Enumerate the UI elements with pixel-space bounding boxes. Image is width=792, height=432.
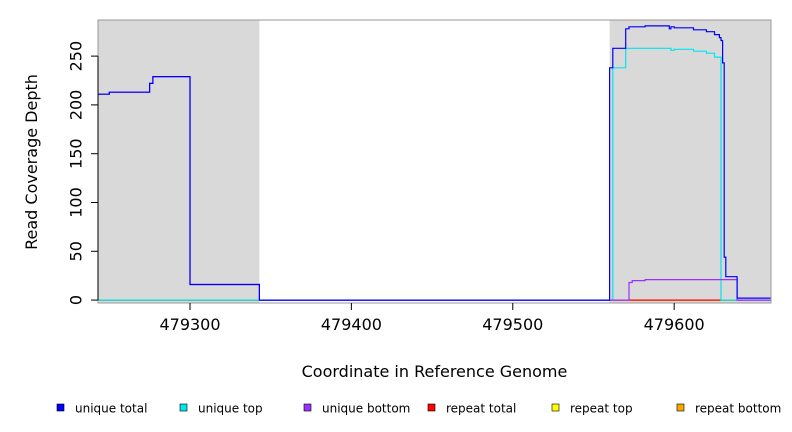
legend-label-unique-total: unique total [75,402,147,416]
y-tick-label: 100 [67,187,86,218]
legend-label-repeat-total: repeat total [446,402,516,416]
legend-swatch-repeat-bottom [676,403,685,412]
series-line-unique-total [98,25,771,301]
legend-swatch-repeat-total [427,403,436,412]
series-lines [98,25,771,301]
y-axis-title: Read Coverage Depth [22,74,41,250]
x-axis: 479300 479400 479500 479600 [159,303,705,334]
y-tick-label: 0 [67,295,86,305]
legend-label-repeat-top: repeat top [570,402,633,416]
y-tick-label: 200 [67,90,86,121]
shaded-region-2 [609,20,771,303]
x-tick-label: 479600 [644,315,705,334]
legend-swatch-unique-top [179,403,188,412]
y-tick-label: 150 [67,138,86,169]
x-tick-label: 479300 [159,315,220,334]
legend-label-unique-top: unique top [198,402,263,416]
x-axis-title: Coordinate in Reference Genome [302,362,568,381]
x-tick-label: 479500 [482,315,543,334]
legend-swatch-unique-bottom [303,403,312,412]
shaded-regions [98,20,771,303]
legend-swatch-repeat-top [551,403,560,412]
x-tick-label: 479400 [321,315,382,334]
shaded-region-1 [98,20,260,303]
legend-label-unique-bottom: unique bottom [322,402,410,416]
legend-label-repeat-bottom: repeat bottom [695,402,781,416]
y-tick-label: 50 [67,241,86,261]
y-axis: 0 50 100 150 200 250 [67,41,99,305]
legend: unique total unique top unique bottom repea… [56,402,781,416]
legend-swatch-unique-total [56,403,65,412]
y-tick-label: 250 [67,41,86,72]
